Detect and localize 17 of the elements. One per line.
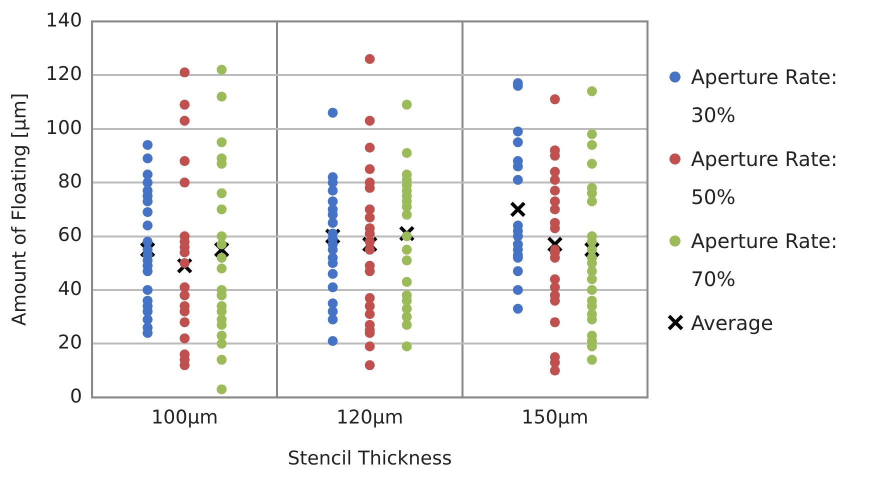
y-tick-label: 140 bbox=[46, 9, 82, 32]
y-axis-title: Amount of Floating [μm] bbox=[8, 92, 30, 326]
y-tick-label: 80 bbox=[58, 170, 82, 192]
x-tick-label: 150μm bbox=[521, 406, 588, 429]
legend-label: Aperture Rate: 30% bbox=[691, 64, 838, 129]
legend-label: Aperture Rate: 50% bbox=[691, 146, 838, 211]
x-axis-title: Stencil Thickness bbox=[288, 448, 452, 470]
x-tick-label: 120μm bbox=[336, 406, 404, 429]
y-tick-label: 120 bbox=[46, 63, 82, 86]
y-tick-label: 100 bbox=[46, 116, 82, 139]
y-tick-label: 60 bbox=[58, 224, 82, 246]
y-tick-label: 0 bbox=[70, 385, 82, 408]
legend-label: Aperture Rate: 70% bbox=[691, 228, 838, 293]
y-tick-label: 20 bbox=[58, 332, 82, 354]
y-tick-label: 40 bbox=[58, 278, 82, 300]
legend-label: Average bbox=[691, 310, 774, 337]
x-tick-label: 100μm bbox=[151, 406, 218, 429]
